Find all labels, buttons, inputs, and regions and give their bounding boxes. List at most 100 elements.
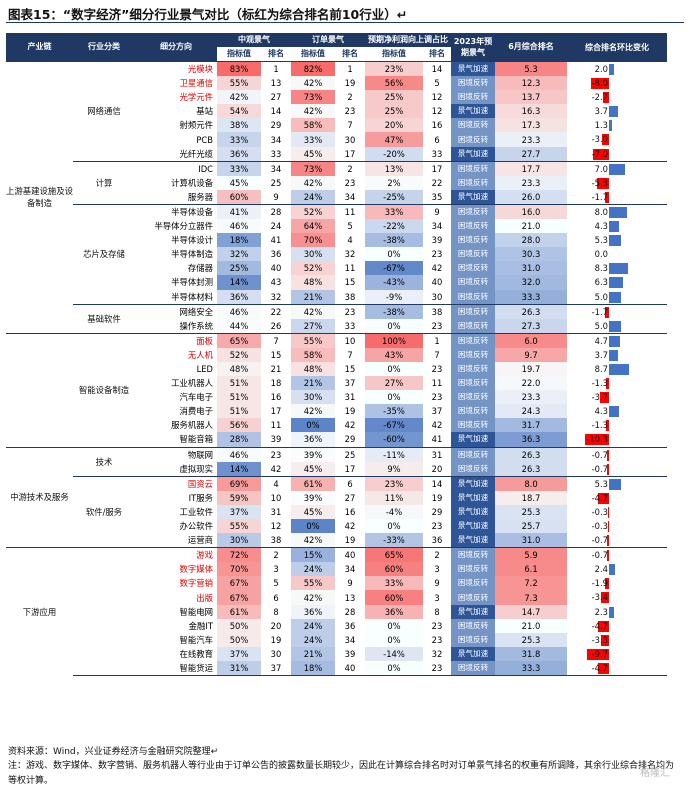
status-2023: 困境反转 xyxy=(451,90,495,105)
table-row: 中游技术及服务 技术 物联网 46% 23 39% 25 -11% 31 困境反转 26.3 -0.7 xyxy=(6,447,667,549)
subsector-name: 汽车电子 xyxy=(179,392,214,403)
subsector-name: 面板 xyxy=(196,335,213,346)
june-rank: 12.3 xyxy=(495,76,567,91)
profit-rank: 17 xyxy=(431,163,443,174)
rank-change-cell: -3.3 xyxy=(567,633,667,647)
june-rank: 22.0 xyxy=(495,376,567,391)
profit-rank: 20 xyxy=(423,461,451,477)
order-index: 21% xyxy=(291,646,335,661)
order-rank: 13 xyxy=(344,592,356,603)
source-note: 资料来源：Wind，兴业证券经济与金融研究院整理↵ xyxy=(8,747,219,757)
order-index: 45% xyxy=(291,504,335,519)
mid-rank: 29 xyxy=(270,120,282,131)
mid-rank: 33 xyxy=(261,146,291,162)
order-index: 39% xyxy=(291,447,335,462)
table-row: 半导体设计 18% 41 70% 4 -38% 39 困境反转 28.0 5.3 xyxy=(6,233,667,248)
subsector-name: 出版 xyxy=(196,592,213,603)
status-2023: 景气加速 xyxy=(451,490,495,505)
order-index: 30% xyxy=(291,247,335,262)
header-order: 订单景气 xyxy=(291,33,365,47)
subsector-name: 虚拟现实 xyxy=(135,461,217,477)
rank-change-bar xyxy=(601,634,609,646)
profit-index: 27% xyxy=(365,376,423,391)
rank-change-value: 3.7 xyxy=(594,349,608,360)
order-rank: 40 xyxy=(335,660,365,677)
profit-rank: 42 xyxy=(431,420,443,431)
header-2023: 2023年预期景气 xyxy=(451,33,495,62)
profit-rank: 30 xyxy=(423,289,451,305)
profit-index: 11% xyxy=(365,490,423,505)
table-row: 基础软件 网络安全 46% 22 42% 23 -38% 38 困境反转 26.3 -1.7 xyxy=(6,304,667,334)
june-rank: 33.3 xyxy=(495,660,567,677)
mid-index: 55% xyxy=(217,76,261,91)
profit-index: 60% xyxy=(365,590,423,605)
mid-rank: 26 xyxy=(261,318,291,334)
order-rank: 23 xyxy=(344,306,356,317)
june-rank: 23.3 xyxy=(495,390,567,405)
rank-change-cell: 4.3 xyxy=(567,404,667,418)
header-profit: 预期净利润向上调占比 xyxy=(365,33,451,47)
order-rank: 25 xyxy=(344,449,356,460)
profit-index: -38% xyxy=(365,233,423,248)
profit-index: 0% xyxy=(365,361,423,377)
status-2023: 景气加速 xyxy=(451,104,495,119)
rank-change-value: -8.0 xyxy=(591,78,608,89)
order-rank: 2 xyxy=(347,92,353,103)
table-row: 智能电网 61% 8 36% 28 36% 8 景气加速 14.7 2.3 xyxy=(6,604,667,619)
order-index: 64% xyxy=(291,219,335,234)
rank-change-bar xyxy=(607,463,609,475)
june-rank: 9.7 xyxy=(495,347,567,362)
rank-change-bar xyxy=(598,662,609,674)
profit-index: 60% xyxy=(365,562,423,577)
mid-index: 37% xyxy=(217,646,261,661)
subsector-name: 工业机器人 xyxy=(171,378,213,389)
profit-index: 25% xyxy=(365,90,423,105)
mid-index: 38% xyxy=(217,118,261,133)
profit-rank: 1 xyxy=(434,335,440,346)
profit-rank: 23 xyxy=(431,634,443,645)
mid-rank: 37 xyxy=(261,660,291,677)
subsector-name: 半导体分立器件 xyxy=(154,221,213,232)
mid-rank: 21 xyxy=(270,364,282,375)
order-rank: 7 xyxy=(347,349,353,360)
header-june-rank: 6月综合排名 xyxy=(495,33,567,62)
rank-change-cell: 8.3 xyxy=(567,261,667,275)
subsector-name: 半导体制造 xyxy=(171,249,213,260)
status-2023: 困境反转 xyxy=(451,247,495,262)
rank-change-cell: 8.7 xyxy=(567,362,667,376)
status-2023: 困境反转 xyxy=(451,461,495,477)
subsector-name: 网络安全 xyxy=(179,306,214,317)
order-index: 24% xyxy=(291,562,335,577)
rank-change-cell: 5.0 xyxy=(567,289,667,305)
mid-rank: 15 xyxy=(270,349,282,360)
subsector-name: 智能汽车 xyxy=(179,634,214,645)
mid-rank: 42 xyxy=(261,461,291,477)
june-rank: 6.0 xyxy=(495,333,567,348)
table-row: 服务器 60% 9 24% 34 -25% 35 景气加速 26.0 -1.7 xyxy=(6,189,667,205)
mid-rank: 34 xyxy=(270,163,282,174)
rank-change-cell: 2.4 xyxy=(567,562,667,576)
profit-index: 0% xyxy=(365,632,423,647)
mid-index: 32% xyxy=(217,247,261,262)
rank-change-bar xyxy=(585,434,609,446)
profit-index: 36% xyxy=(365,604,423,619)
mid-index: 72% xyxy=(217,547,261,563)
rank-change-cell: 4.7 xyxy=(567,333,667,348)
mid-index: 46% xyxy=(217,304,261,319)
mid-rank: 4 xyxy=(273,478,279,489)
rank-change-cell: 0.0 xyxy=(567,247,667,261)
profit-rank: 9 xyxy=(434,206,440,217)
chain-cell: 下游应用 xyxy=(22,606,57,617)
order-rank: 11 xyxy=(344,263,356,274)
table-row: 智能音箱 28% 39 36% 29 -60% 41 景气加速 36.3 -10.3 xyxy=(6,432,667,448)
rank-change-bar xyxy=(607,449,609,461)
industry-cell: 软件/服务 xyxy=(73,476,135,549)
rank-change-cell: -0.7 xyxy=(567,533,667,549)
profit-rank: 14 xyxy=(431,64,443,75)
profit-rank: 31 xyxy=(431,449,443,460)
order-index: 18% xyxy=(291,660,335,677)
profit-rank: 32 xyxy=(431,648,443,659)
table-row: 半导体材料 36% 32 21% 38 -9% 30 困境反转 33.3 5.0 xyxy=(6,289,667,305)
order-index: 42% xyxy=(291,533,335,549)
order-rank: 10 xyxy=(344,335,356,346)
